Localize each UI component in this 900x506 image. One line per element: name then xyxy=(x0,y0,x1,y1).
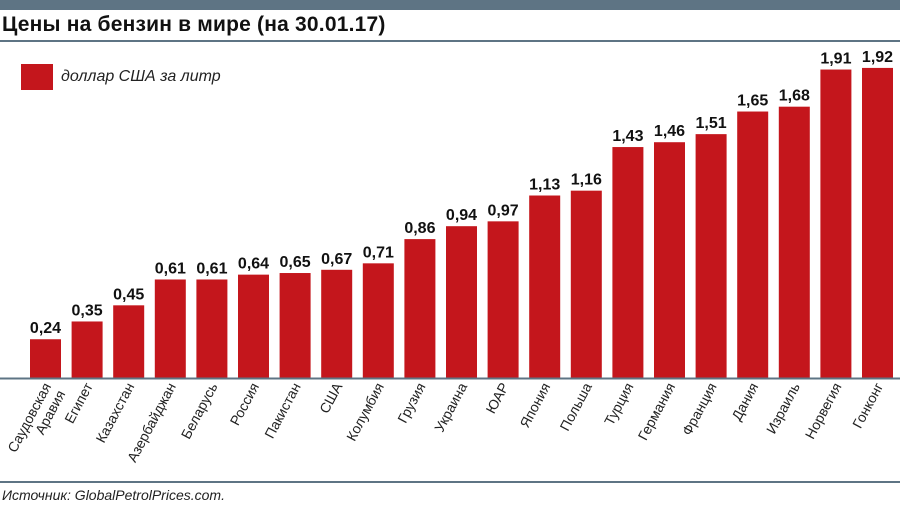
bar xyxy=(612,147,644,378)
value-label: 0,35 xyxy=(72,302,103,319)
value-label: 0,64 xyxy=(238,256,269,273)
category-label: Гонконг xyxy=(849,380,886,431)
value-label: 0,61 xyxy=(196,260,227,277)
bar xyxy=(71,321,103,378)
bar xyxy=(487,221,519,378)
bar xyxy=(737,111,769,379)
value-label: 1,13 xyxy=(529,177,560,194)
value-label: 1,68 xyxy=(779,88,810,105)
value-label: 0,45 xyxy=(113,286,144,303)
category-label: Польша xyxy=(556,380,595,434)
value-label: 1,92 xyxy=(862,49,893,66)
bar xyxy=(862,67,893,379)
value-label: 0,97 xyxy=(488,202,519,219)
bar xyxy=(362,263,394,378)
bar xyxy=(778,106,810,379)
category-label: Казахстан xyxy=(92,380,137,445)
bar xyxy=(820,69,852,378)
value-label: 0,71 xyxy=(363,244,394,261)
bar xyxy=(238,274,269,378)
value-label: 0,24 xyxy=(30,320,61,337)
bar xyxy=(196,279,228,378)
category-label: США xyxy=(316,379,346,416)
bar xyxy=(321,269,353,378)
top-bar xyxy=(0,0,900,10)
bar xyxy=(654,142,685,378)
category-label: Израиль xyxy=(763,380,803,436)
category-label: Германия xyxy=(635,380,679,443)
value-label: 1,65 xyxy=(737,93,768,110)
category-label: Беларусь xyxy=(178,380,221,442)
bar xyxy=(113,305,145,378)
value-label: 0,86 xyxy=(404,220,435,237)
bar xyxy=(570,190,602,378)
value-label: 0,61 xyxy=(155,260,186,277)
legend-label: доллар США за литр xyxy=(61,68,221,85)
legend-swatch xyxy=(21,64,53,90)
source-note: Источник: GlobalPetrolPrices.com. xyxy=(2,487,225,503)
category-label: Украина xyxy=(431,380,470,435)
category-label: Турция xyxy=(601,380,637,428)
category-label: СаудовскаяАравия xyxy=(4,380,68,463)
bar xyxy=(154,279,186,378)
chart-title: Цены на бензин в мире (на 30.01.17) xyxy=(2,13,386,36)
value-label: 0,67 xyxy=(321,251,352,268)
category-label: ЮАР xyxy=(482,380,511,416)
bar xyxy=(30,339,61,378)
value-label: 0,94 xyxy=(446,207,477,224)
bar xyxy=(446,226,477,378)
category-label: Франция xyxy=(679,380,720,438)
category-label: Россия xyxy=(226,380,262,428)
value-label: 0,65 xyxy=(280,254,311,271)
category-label: Грузия xyxy=(394,380,428,426)
category-label: Пакистан xyxy=(261,380,304,441)
value-label: 1,43 xyxy=(612,128,643,145)
value-label: 1,16 xyxy=(571,172,602,189)
value-label: 1,46 xyxy=(654,123,685,140)
category-label: Норвегия xyxy=(802,380,845,442)
title-rule xyxy=(0,40,900,42)
bar xyxy=(404,239,436,378)
bar xyxy=(529,195,561,378)
value-label: 1,91 xyxy=(820,51,851,68)
value-label: 1,51 xyxy=(696,115,727,132)
category-label: Дания xyxy=(728,380,761,423)
category-label: Колумбия xyxy=(343,380,387,444)
category-label: Египет xyxy=(61,379,96,426)
bar xyxy=(695,134,727,378)
bottom-rule xyxy=(0,481,900,483)
legend: доллар США за литр xyxy=(21,64,221,90)
bar xyxy=(279,273,311,378)
category-label: Япония xyxy=(516,380,553,430)
